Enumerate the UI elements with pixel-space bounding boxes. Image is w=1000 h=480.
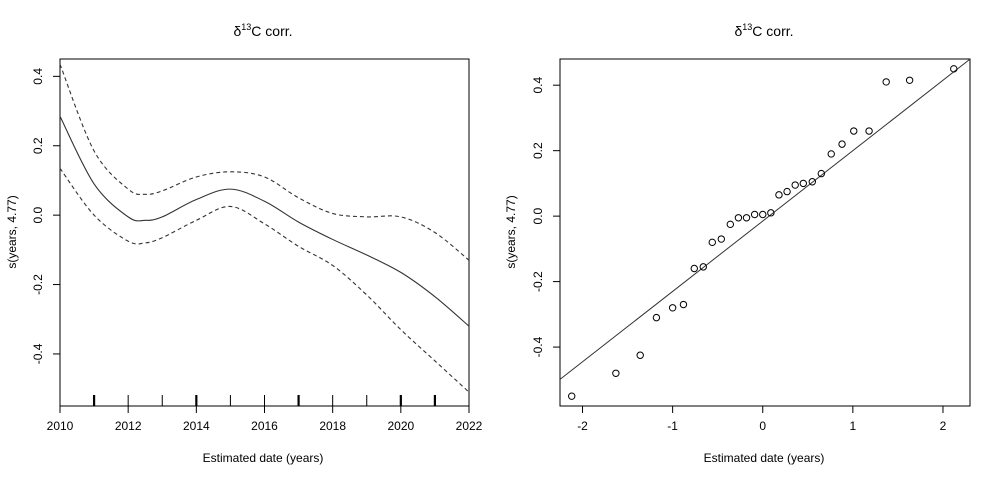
y-tick-label: 0.2 xyxy=(31,137,45,154)
data-point xyxy=(726,220,735,229)
data-point xyxy=(734,214,743,222)
plot-frame xyxy=(559,58,971,407)
data-point xyxy=(808,178,817,186)
data-point xyxy=(652,313,661,322)
data-point xyxy=(668,304,677,312)
y-tick-label: -0.2 xyxy=(31,274,45,295)
qq-plot: δ13C corr. -2 -1 0 1 2 -0.4 -0.2 0.0 0.2 0.4 Est… xyxy=(504,22,971,465)
chart-title: δ13C corr. xyxy=(233,22,292,39)
smooth-term-plot: δ13C corr. 2010 2012 2014 2016 2018 2020 2022 … xyxy=(5,22,483,465)
data-point xyxy=(767,209,775,217)
data-point xyxy=(817,169,826,178)
y-tick-label: -0.4 xyxy=(531,336,545,357)
data-point xyxy=(905,76,914,84)
x-tick-label: -2 xyxy=(577,419,588,433)
plot-frame xyxy=(59,58,470,407)
x-tick-label: -1 xyxy=(667,419,678,433)
y-axis-label: s(years, 4.77) xyxy=(5,195,19,268)
reference-line-group xyxy=(560,59,970,380)
x-tick-label: 2010 xyxy=(47,419,74,433)
data-point xyxy=(865,127,873,135)
reference-line xyxy=(560,59,970,380)
chart-title: δ13C corr. xyxy=(734,22,793,39)
x-axis-label: Estimated date (years) xyxy=(704,451,825,465)
fit-line xyxy=(59,116,470,327)
data-point xyxy=(742,214,751,222)
x-tick-label: 0 xyxy=(759,419,766,433)
data-point xyxy=(791,181,799,189)
data-point xyxy=(717,235,725,243)
y-tick-label: -0.4 xyxy=(31,343,45,364)
x-tick-label: 2018 xyxy=(319,419,346,433)
series-lines xyxy=(59,64,470,393)
data-point xyxy=(799,179,807,188)
data-point xyxy=(775,191,783,199)
data-point xyxy=(690,264,698,273)
x-tick-label: 2014 xyxy=(183,419,210,433)
x-tick-label: 2022 xyxy=(456,419,483,433)
upper-band-line xyxy=(59,64,470,261)
data-point xyxy=(882,78,890,86)
data-point xyxy=(827,150,835,158)
x-tick-label: 1 xyxy=(850,419,857,433)
y-tick-label: 0.4 xyxy=(531,77,545,94)
data-points xyxy=(568,65,958,400)
y-axis-label: s(years, 4.77) xyxy=(504,195,518,268)
data-point xyxy=(612,369,620,377)
y-tick-label: 0.0 xyxy=(531,207,545,224)
data-point xyxy=(838,140,846,148)
y-tick-label: 0.4 xyxy=(31,68,45,85)
rug-marks xyxy=(59,395,470,406)
data-point xyxy=(750,210,759,219)
x-axis: 2010 2012 2014 2016 2018 2020 2022 xyxy=(47,406,483,433)
y-tick-label: 0.0 xyxy=(31,206,45,223)
data-point xyxy=(636,351,644,359)
data-point xyxy=(679,300,688,309)
x-tick-label: 2020 xyxy=(387,419,414,433)
data-point xyxy=(708,238,716,247)
data-point xyxy=(568,392,576,400)
data-point xyxy=(950,65,958,73)
x-axis: -2 -1 0 1 2 xyxy=(577,406,947,433)
data-point xyxy=(783,187,791,196)
y-axis: -0.4 -0.2 0.0 0.2 0.4 xyxy=(531,77,560,357)
y-tick-label: -0.2 xyxy=(531,271,545,292)
y-tick-label: 0.2 xyxy=(531,142,545,159)
lower-band-line xyxy=(59,167,470,393)
x-tick-label: 2016 xyxy=(251,419,278,433)
data-point xyxy=(850,127,858,135)
x-tick-label: 2012 xyxy=(115,419,142,433)
data-point xyxy=(759,210,767,219)
data-point xyxy=(699,263,707,271)
x-tick-label: 2 xyxy=(940,419,947,433)
y-axis: -0.4 -0.2 0.0 0.2 0.4 xyxy=(31,68,60,364)
x-axis-label: Estimated date (years) xyxy=(203,451,324,465)
